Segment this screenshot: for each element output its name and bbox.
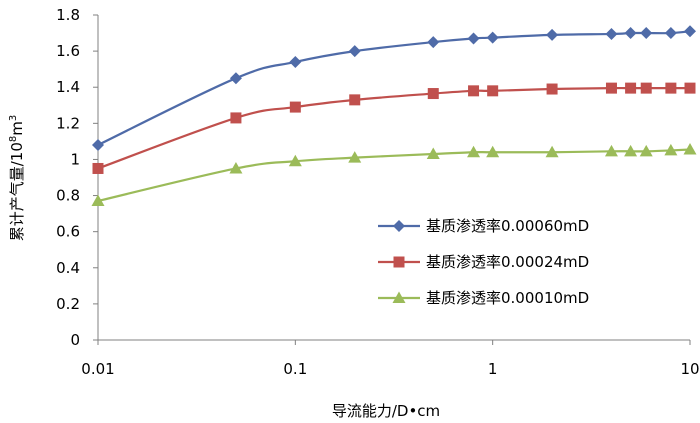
series-2 bbox=[92, 82, 696, 174]
y-tick-label: 1.8 bbox=[56, 6, 80, 24]
data-point bbox=[229, 161, 243, 174]
data-point bbox=[468, 85, 480, 97]
x-tick-label: 0.01 bbox=[81, 360, 114, 378]
data-point bbox=[604, 144, 618, 157]
legend-label: 基质渗透率0.00010mD bbox=[426, 289, 589, 307]
y-axis-title-unit: m bbox=[8, 121, 26, 136]
x-tick-label: 0.1 bbox=[283, 360, 307, 378]
x-ticks: 0.01 0.1 1 10 bbox=[81, 340, 700, 378]
legend-label: 基质渗透率0.00024mD bbox=[426, 253, 589, 271]
data-point bbox=[486, 31, 499, 44]
data-point bbox=[683, 143, 697, 155]
data-point bbox=[486, 145, 500, 158]
data-point bbox=[639, 144, 653, 157]
legend-swatch-marker bbox=[393, 220, 405, 232]
data-point bbox=[684, 25, 696, 38]
axes bbox=[97, 15, 690, 341]
series-layer bbox=[91, 25, 697, 206]
data-point bbox=[426, 147, 440, 160]
y-axis-title-sup: 8 bbox=[8, 136, 19, 142]
y-tick-label: 1.2 bbox=[56, 114, 80, 132]
legend-swatch-marker bbox=[393, 256, 405, 268]
data-point bbox=[348, 151, 362, 163]
data-point bbox=[640, 82, 652, 94]
y-axis-title: 累计产气量/108m3 bbox=[8, 115, 26, 242]
data-point bbox=[91, 194, 105, 206]
data-point bbox=[625, 82, 637, 94]
data-point bbox=[92, 139, 104, 151]
series-1 bbox=[92, 25, 696, 151]
data-point bbox=[348, 45, 361, 58]
legend-item: 基质渗透率0.00010mD bbox=[378, 289, 589, 307]
y-tick-label: 1.4 bbox=[56, 78, 80, 96]
y-tick-label: 0.4 bbox=[56, 259, 80, 277]
y-tick-label: 0 bbox=[70, 331, 80, 349]
data-point bbox=[427, 88, 439, 100]
data-point bbox=[229, 72, 242, 85]
y-tick-label: 0.2 bbox=[56, 295, 80, 313]
legend-item: 基质渗透率0.00060mD bbox=[378, 217, 589, 235]
data-point bbox=[624, 144, 638, 157]
x-tick-label: 1 bbox=[488, 360, 498, 378]
data-point bbox=[664, 143, 678, 156]
data-point bbox=[640, 27, 653, 40]
y-tick-label: 0.8 bbox=[56, 187, 80, 205]
data-point bbox=[230, 112, 242, 124]
data-point bbox=[288, 154, 302, 167]
data-point bbox=[546, 28, 559, 41]
y-axis-title-unit-sup: 3 bbox=[8, 115, 19, 121]
legend-swatch-marker bbox=[392, 291, 406, 303]
x-axis-title: 导流能力/D•cm bbox=[332, 402, 440, 420]
y-axis-title-main: 累计产气量/10 bbox=[8, 142, 26, 241]
series-line bbox=[97, 148, 691, 203]
data-point bbox=[467, 145, 481, 158]
y-tick-label: 0.6 bbox=[56, 223, 80, 241]
data-point bbox=[427, 36, 440, 49]
data-point bbox=[664, 27, 677, 40]
data-point bbox=[605, 27, 618, 40]
legend: 基质渗透率0.00060mD 基质渗透率0.00024mD 基质渗透率0.00010… bbox=[378, 217, 589, 307]
series-3 bbox=[91, 143, 697, 206]
legend-label: 基质渗透率0.00060mD bbox=[426, 217, 589, 235]
data-point bbox=[487, 85, 499, 97]
y-tick-label: 1.6 bbox=[56, 42, 80, 60]
y-ticks: 0 0.2 0.4 0.6 0.8 1 1.2 1.4 1.6 1.8 bbox=[56, 6, 98, 349]
data-point bbox=[665, 82, 677, 94]
data-point bbox=[624, 27, 637, 40]
data-point bbox=[545, 145, 559, 158]
data-point bbox=[289, 101, 301, 113]
x-tick-label: 10 bbox=[680, 360, 699, 378]
legend-item: 基质渗透率0.00024mD bbox=[378, 253, 589, 271]
data-point bbox=[467, 32, 480, 45]
data-point bbox=[546, 83, 558, 95]
y-tick-label: 1 bbox=[70, 150, 80, 168]
data-point bbox=[605, 82, 617, 94]
data-point bbox=[289, 55, 302, 68]
data-point bbox=[349, 94, 361, 106]
data-point bbox=[684, 82, 696, 94]
data-point bbox=[92, 162, 104, 174]
